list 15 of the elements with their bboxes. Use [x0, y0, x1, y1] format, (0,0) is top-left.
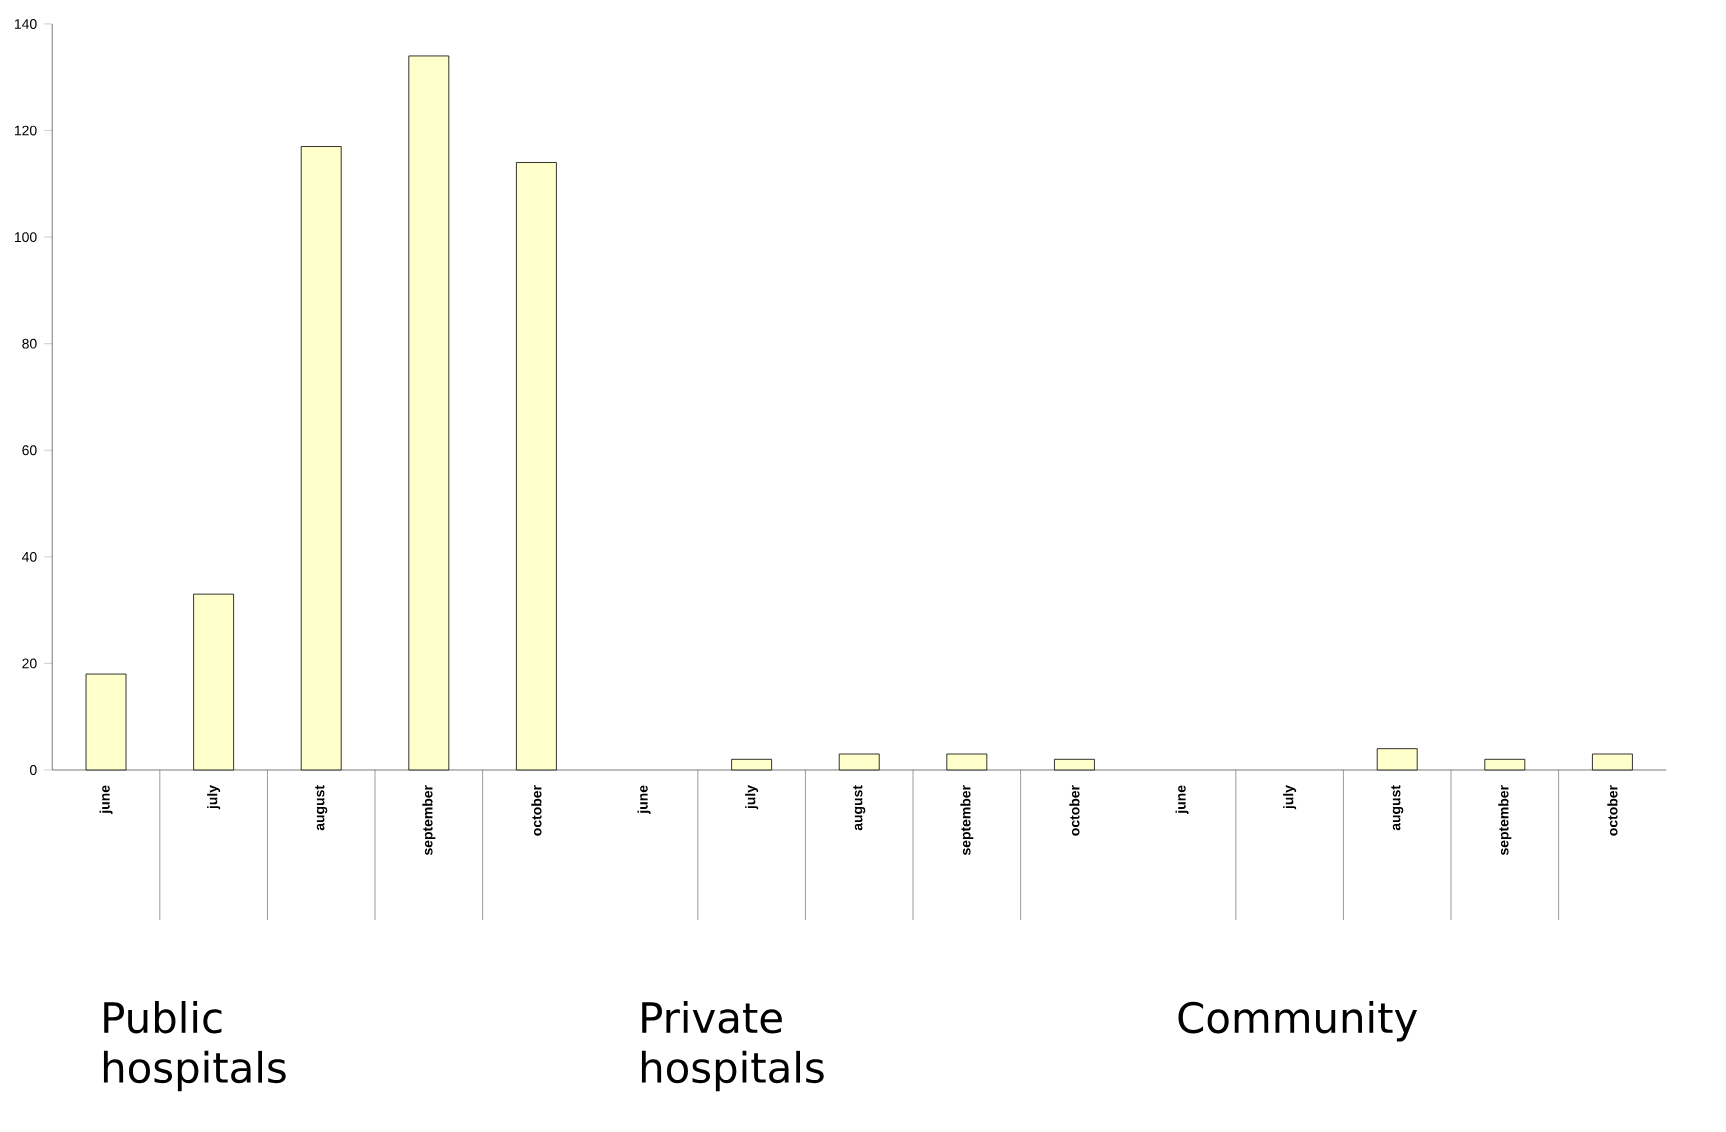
text: Public hospitals: [103, 1001, 286, 1092]
bar: [1054, 758, 1095, 771]
bar: [838, 753, 880, 771]
bar: [1376, 748, 1418, 771]
bar: [731, 758, 773, 771]
bar: [946, 753, 988, 771]
bar: [516, 162, 557, 771]
text: Private hospitals: [641, 1001, 824, 1092]
bar: [408, 55, 450, 771]
bar: [1592, 753, 1633, 771]
bar: [1484, 758, 1526, 771]
bar: [85, 673, 127, 771]
text: Community: [1178, 1001, 1418, 1042]
bar: [300, 146, 342, 771]
bar: [193, 593, 235, 771]
